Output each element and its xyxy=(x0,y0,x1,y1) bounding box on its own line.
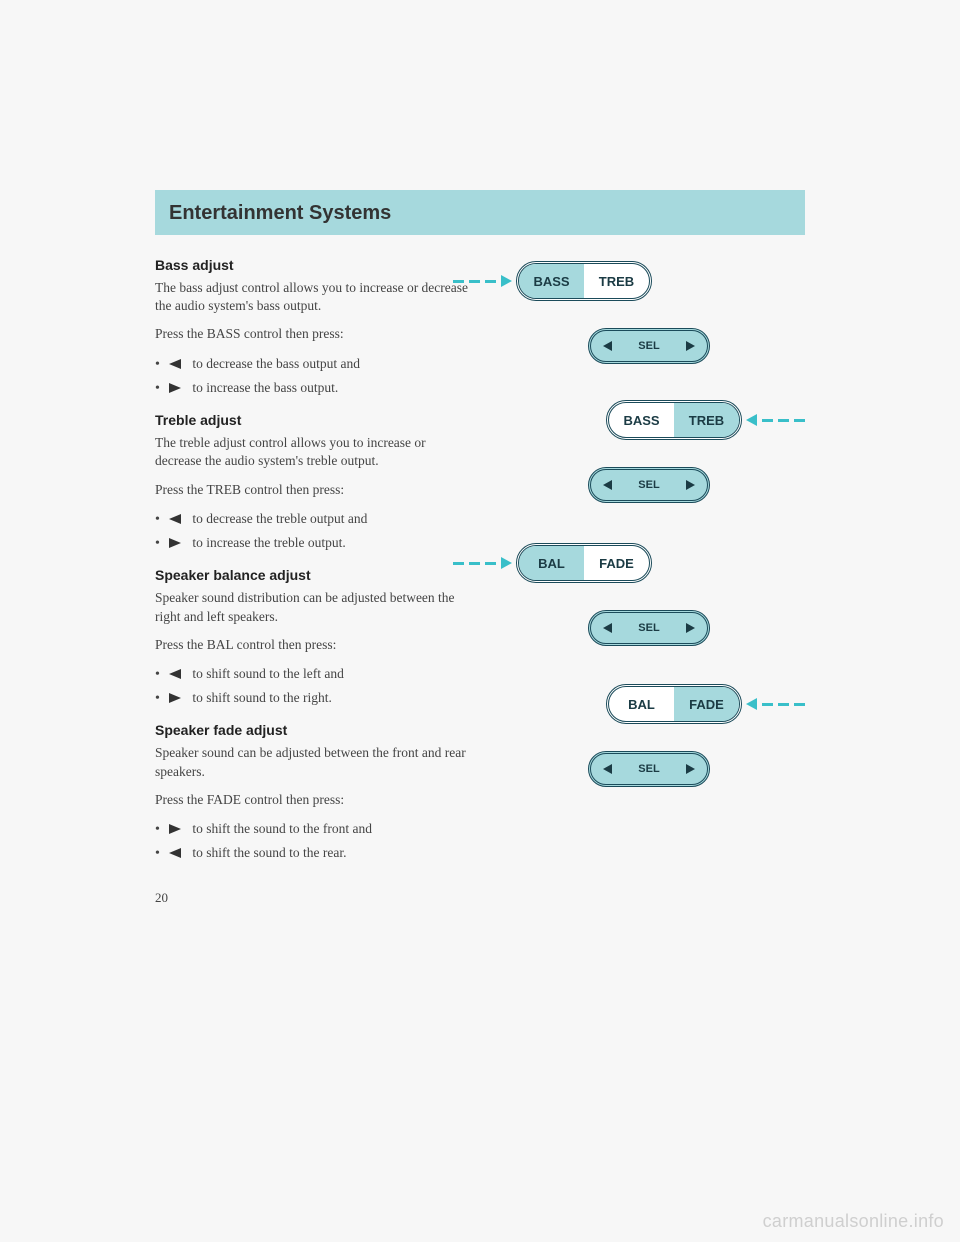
list-item: to shift the sound to the rear. xyxy=(155,843,475,863)
bass-treb-button: BASS TREB xyxy=(516,261,652,301)
list-item: to shift the sound to the front and xyxy=(155,819,475,839)
treb-label: TREB xyxy=(584,264,649,298)
bullet-text: to shift the sound to the rear. xyxy=(189,845,346,860)
list-item: to shift sound to the left and xyxy=(155,664,475,684)
page-number: 20 xyxy=(155,890,475,906)
para: Press the FADE control then press: xyxy=(155,791,475,809)
sel-button: SEL xyxy=(588,467,710,503)
triangle-left-icon xyxy=(603,480,612,490)
fade-label: FADE xyxy=(674,687,739,721)
section-bass: Bass adjust The bass adjust control allo… xyxy=(155,257,475,398)
bullet-text: to shift sound to the right. xyxy=(189,690,332,705)
para: Press the BASS control then press: xyxy=(155,325,475,343)
bullet-list: to shift sound to the left and to shift … xyxy=(155,664,475,709)
list-item: to increase the bass output. xyxy=(155,378,475,398)
triangle-right-icon xyxy=(169,824,181,834)
diagram-column: BASS TREB SEL BASS TREB xyxy=(493,257,805,906)
bullet-text: to decrease the treble output and xyxy=(189,511,367,526)
triangle-left-icon xyxy=(169,669,181,679)
triangle-right-icon xyxy=(686,623,695,633)
triangle-right-icon xyxy=(169,538,181,548)
section-balance: Speaker balance adjust Speaker sound dis… xyxy=(155,567,475,708)
triangle-right-icon xyxy=(169,383,181,393)
bullet-text: to decrease the bass output and xyxy=(189,356,360,371)
dash-arrow-icon xyxy=(453,557,512,569)
triangle-right-icon xyxy=(686,764,695,774)
para: The treble adjust control allows you to … xyxy=(155,434,475,470)
triangle-left-icon xyxy=(603,341,612,351)
para: The bass adjust control allows you to in… xyxy=(155,279,475,315)
diagram-sel: SEL xyxy=(493,605,805,650)
triangle-left-icon xyxy=(603,764,612,774)
sel-label: SEL xyxy=(612,340,686,352)
diagram-sel: SEL xyxy=(493,462,805,507)
sel-button: SEL xyxy=(588,610,710,646)
triangle-right-icon xyxy=(686,480,695,490)
bullet-text: to increase the treble output. xyxy=(189,535,346,550)
bullet-list: to decrease the treble output and to inc… xyxy=(155,509,475,554)
treb-label: TREB xyxy=(674,403,739,437)
triangle-right-icon xyxy=(169,693,181,703)
heading-bass: Bass adjust xyxy=(155,257,475,273)
sel-label: SEL xyxy=(612,479,686,491)
section-treble: Treble adjust The treble adjust control … xyxy=(155,412,475,553)
para: Speaker sound distribution can be adjust… xyxy=(155,589,475,625)
list-item: to increase the treble output. xyxy=(155,533,475,553)
bal-label: BAL xyxy=(609,687,674,721)
para: Speaker sound can be adjusted between th… xyxy=(155,744,475,780)
diagram-sel: SEL xyxy=(493,746,805,791)
para: Press the TREB control then press: xyxy=(155,481,475,499)
bal-fade-button: BAL FADE xyxy=(606,684,742,724)
content-wrap: Bass adjust The bass adjust control allo… xyxy=(155,257,805,906)
heading-fade: Speaker fade adjust xyxy=(155,722,475,738)
triangle-left-icon xyxy=(169,848,181,858)
bass-treb-button: BASS TREB xyxy=(606,400,742,440)
triangle-right-icon xyxy=(686,341,695,351)
bass-label: BASS xyxy=(519,264,584,298)
diagram-bass-treb-pointer-right: BASS TREB xyxy=(493,400,805,440)
manual-page: Entertainment Systems Bass adjust The ba… xyxy=(155,190,805,906)
bal-fade-button: BAL FADE xyxy=(516,543,652,583)
diagram-sel: SEL xyxy=(493,323,805,368)
list-item: to shift sound to the right. xyxy=(155,688,475,708)
diagram-bass-treb-pointer-left: BASS TREB xyxy=(453,261,765,301)
list-item: to decrease the treble output and xyxy=(155,509,475,529)
dash-arrow-icon xyxy=(746,414,805,426)
section-fade: Speaker fade adjust Speaker sound can be… xyxy=(155,722,475,863)
bullet-text: to shift sound to the left and xyxy=(189,666,344,681)
heading-balance: Speaker balance adjust xyxy=(155,567,475,583)
sel-button: SEL xyxy=(588,328,710,364)
triangle-left-icon xyxy=(169,359,181,369)
para: Press the BAL control then press: xyxy=(155,636,475,654)
sel-label: SEL xyxy=(612,763,686,775)
fade-label: FADE xyxy=(584,546,649,580)
dash-arrow-icon xyxy=(453,275,512,287)
sel-button: SEL xyxy=(588,751,710,787)
bass-label: BASS xyxy=(609,403,674,437)
dash-arrow-icon xyxy=(746,698,805,710)
bullet-text: to shift the sound to the front and xyxy=(189,821,372,836)
bullet-text: to increase the bass output. xyxy=(189,380,338,395)
bullet-list: to decrease the bass output and to incre… xyxy=(155,354,475,399)
bullet-list: to shift the sound to the front and to s… xyxy=(155,819,475,864)
page-title: Entertainment Systems xyxy=(169,202,791,225)
list-item: to decrease the bass output and xyxy=(155,354,475,374)
watermark: carmanualsonline.info xyxy=(763,1211,944,1232)
triangle-left-icon xyxy=(169,514,181,524)
section-header: Entertainment Systems xyxy=(155,190,805,235)
text-column: Bass adjust The bass adjust control allo… xyxy=(155,257,475,906)
triangle-left-icon xyxy=(603,623,612,633)
diagram-bal-fade-pointer-left: BAL FADE xyxy=(453,543,765,583)
bal-label: BAL xyxy=(519,546,584,580)
heading-treble: Treble adjust xyxy=(155,412,475,428)
sel-label: SEL xyxy=(612,622,686,634)
diagram-bal-fade-pointer-right: BAL FADE xyxy=(493,684,805,724)
